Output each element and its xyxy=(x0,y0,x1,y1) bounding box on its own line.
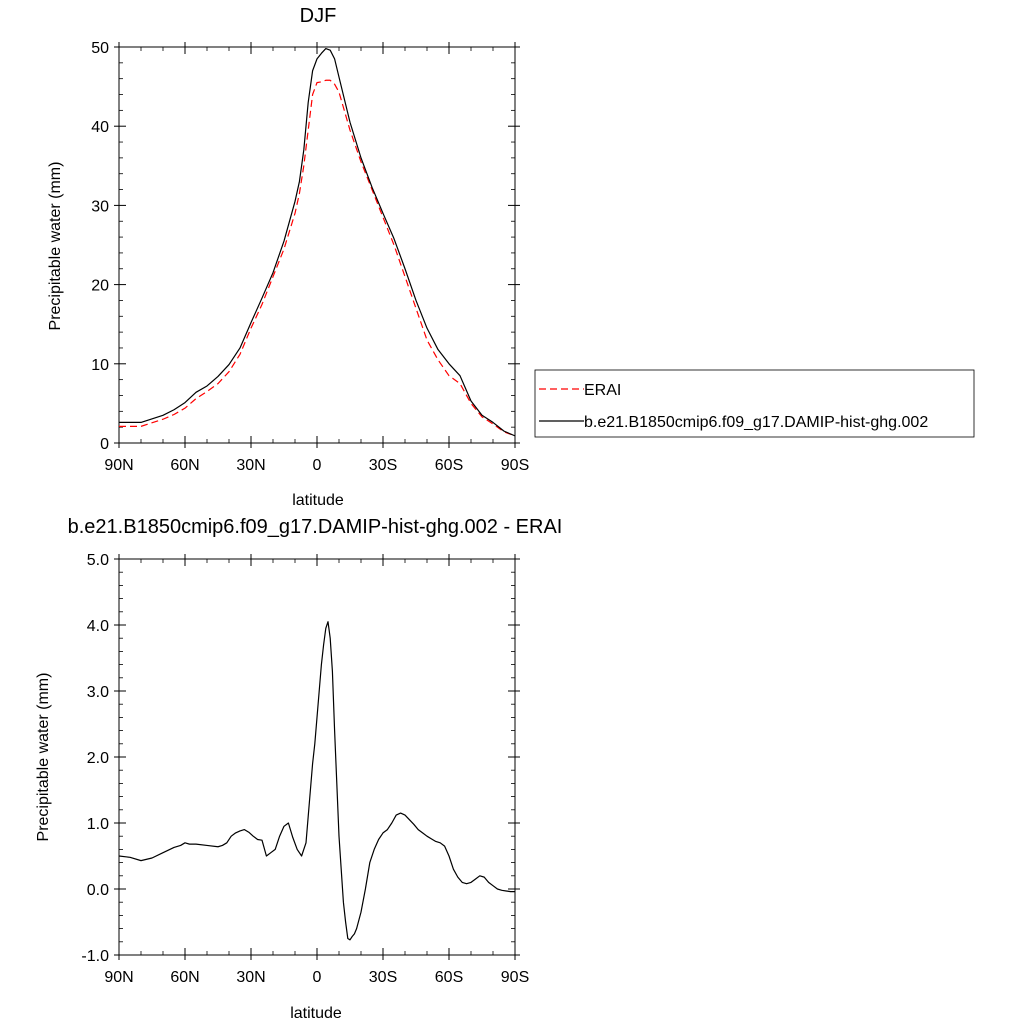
top-chart-series-line-1 xyxy=(119,47,516,437)
top-chart-series-line-0 xyxy=(119,79,516,437)
bottom-chart-xtick-label: 60N xyxy=(170,969,199,986)
bottom-chart-plot-frame xyxy=(118,558,516,956)
top-chart-lines xyxy=(119,47,516,437)
top-chart-ytick-label: 30 xyxy=(91,198,109,215)
top-chart-ytick-label: 0 xyxy=(100,436,109,453)
legend-erai-label: ERAI xyxy=(584,382,621,399)
top-chart-ytick-label: 40 xyxy=(91,119,109,136)
bottom-chart-ytick-label: 3.0 xyxy=(87,684,109,701)
bottom-chart-xtick-label: 30N xyxy=(236,969,265,986)
bottom-chart-ticks: 90N 60N 30N 0 30S 60S 90S -1.0 0.0 1.0 2.0 3.0 4.0 5.… xyxy=(81,552,529,986)
top-chart-ticks: 90N 60N 30N 0 30S 60S 90S 0 10 20 30 40 50 xyxy=(91,40,529,474)
top-chart-title: DJF xyxy=(300,5,337,27)
bottom-chart-xtick-label: 60S xyxy=(435,969,463,986)
top-chart-xlabel: latitude xyxy=(292,492,344,509)
bottom-chart-ytick-label: 2.0 xyxy=(87,750,109,767)
bottom-chart-ylabel: Precipitable water (mm) xyxy=(35,673,52,842)
bottom-chart-xtick-label: 30S xyxy=(369,969,397,986)
legend: ERAI b.e21.B1850cmip6.f09_g17.DAMIP-hist… xyxy=(534,369,975,438)
bottom-chart-ytick-label: 1.0 xyxy=(87,816,109,833)
legend-model-label: b.e21.B1850cmip6.f09_g17.DAMIP-hist-ghg.… xyxy=(584,414,928,431)
top-chart-xtick-label: 30S xyxy=(369,457,397,474)
bottom-chart-ytick-label: 5.0 xyxy=(87,552,109,569)
bottom-chart-title: b.e21.B1850cmip6.f09_g17.DAMIP-hist-ghg.… xyxy=(68,516,563,538)
top-chart: DJF Precipitable water (mm) latitude 90N… xyxy=(47,5,529,509)
top-chart-ytick-label: 50 xyxy=(91,40,109,57)
bottom-chart: b.e21.B1850cmip6.f09_g17.DAMIP-hist-ghg.… xyxy=(35,516,562,1022)
top-chart-xtick-label: 0 xyxy=(313,457,322,474)
bottom-chart-ytick-label: 4.0 xyxy=(87,618,109,635)
bottom-chart-lines xyxy=(118,621,515,941)
top-chart-ytick-label: 10 xyxy=(91,357,109,374)
top-chart-xtick-label: 60S xyxy=(435,457,463,474)
top-chart-xtick-label: 30N xyxy=(236,457,265,474)
bottom-chart-ytick-label: 0.0 xyxy=(87,882,109,899)
bottom-chart-xlabel: latitude xyxy=(290,1005,342,1022)
bottom-chart-xtick-label: 90S xyxy=(501,969,529,986)
top-chart-ylabel: Precipitable water (mm) xyxy=(47,162,64,331)
bottom-chart-series-line-0 xyxy=(118,621,515,941)
top-chart-xtick-label: 90N xyxy=(104,457,133,474)
legend-box xyxy=(534,369,975,438)
bottom-chart-xtick-label: 90N xyxy=(104,969,133,986)
top-chart-xtick-label: 90S xyxy=(501,457,529,474)
top-chart-plot-frame xyxy=(118,46,516,444)
bottom-chart-ytick-label: -1.0 xyxy=(81,948,109,965)
bottom-chart-xtick-label: 0 xyxy=(313,969,322,986)
top-chart-xtick-label: 60N xyxy=(170,457,199,474)
top-chart-ytick-label: 20 xyxy=(91,278,109,295)
